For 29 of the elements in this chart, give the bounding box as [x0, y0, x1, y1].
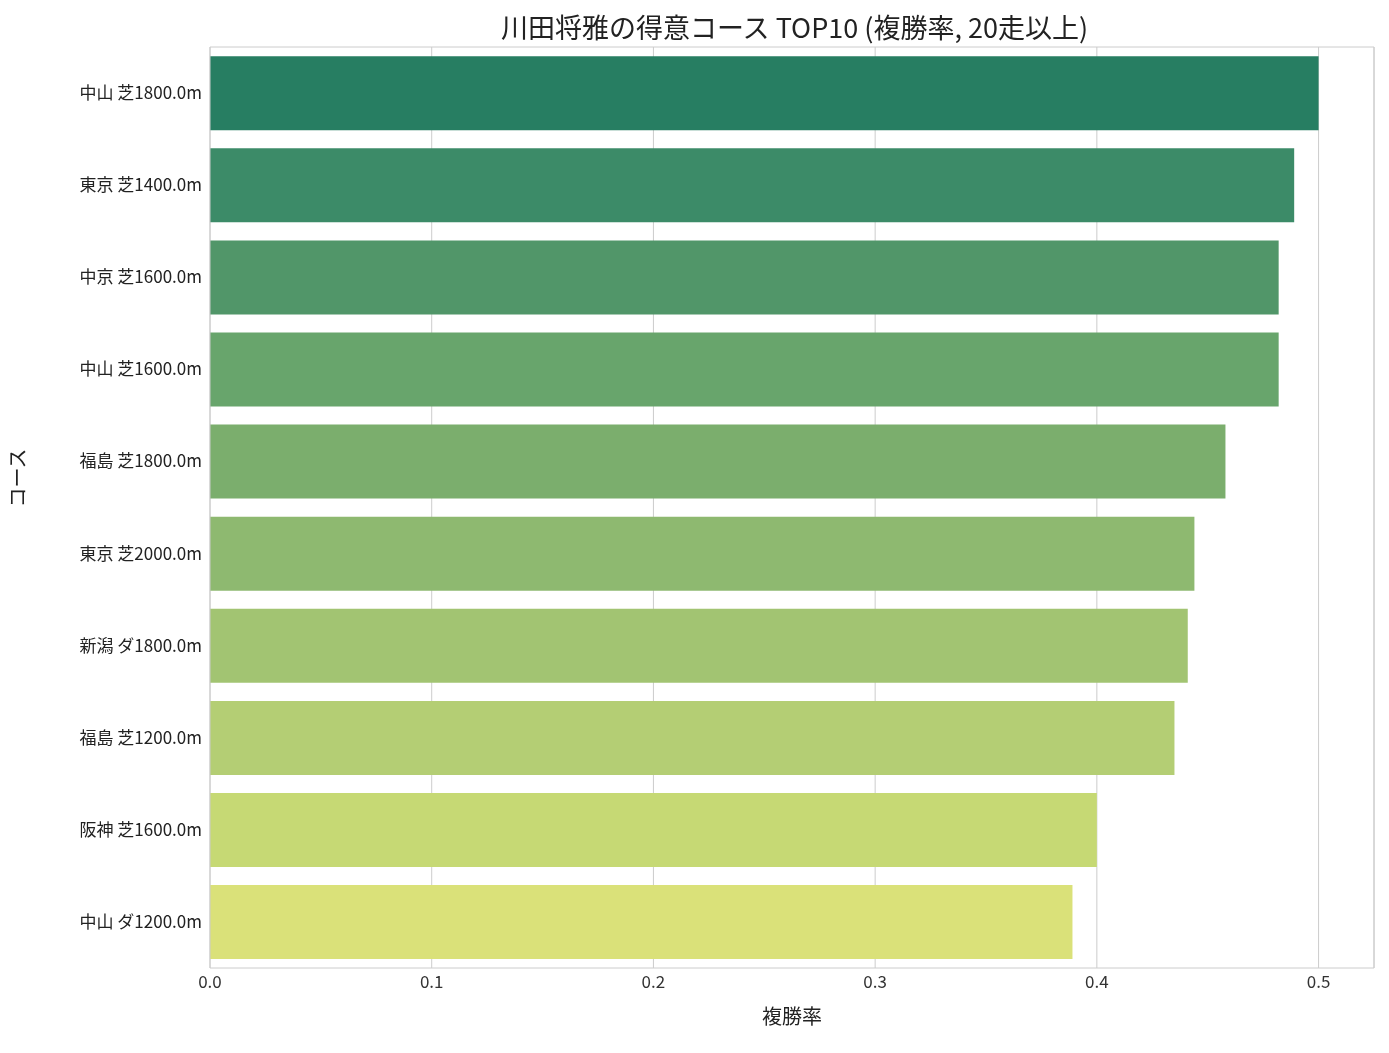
- x-tick-label: 0.0: [198, 968, 222, 994]
- y-tick-label: 中山 ダ1200.0m: [79, 907, 202, 933]
- y-tick-label: 福島 芝1200.0m: [79, 723, 202, 749]
- bar: [210, 516, 1195, 591]
- x-tick-label: 0.3: [863, 968, 887, 994]
- y-tick-label: 東京 芝1400.0m: [79, 171, 202, 197]
- y-tick-label: 新潟 ダ1800.0m: [79, 631, 202, 657]
- x-tick-label: 0.2: [641, 968, 666, 994]
- bar: [210, 148, 1295, 223]
- y-tick-label: 東京 芝2000.0m: [79, 539, 202, 565]
- y-tick-label: 中京 芝1600.0m: [79, 263, 202, 289]
- bar: [210, 424, 1226, 499]
- x-tick-label: 0.1: [419, 968, 444, 994]
- bar: [210, 240, 1279, 315]
- y-tick-label: 中山 芝1600.0m: [79, 355, 202, 381]
- y-tick-label: 阪神 芝1600.0m: [79, 815, 202, 841]
- bar: [210, 608, 1188, 683]
- x-tick-label: 0.4: [1085, 968, 1109, 994]
- chart-title: 川田将雅の得意コース TOP10 (複勝率, 20走以上): [499, 7, 1090, 46]
- y-tick-label: 中山 芝1800.0m: [79, 79, 202, 105]
- bar: [210, 332, 1279, 407]
- x-axis-title: 複勝率: [762, 1001, 822, 1030]
- x-tick-label: 0.5: [1306, 968, 1331, 994]
- y-axis-title: コース: [2, 448, 32, 508]
- bar: [210, 793, 1097, 868]
- bar: [210, 56, 1319, 131]
- bar: [210, 885, 1073, 960]
- bar: [210, 700, 1175, 775]
- y-tick-label: 福島 芝1800.0m: [79, 447, 202, 473]
